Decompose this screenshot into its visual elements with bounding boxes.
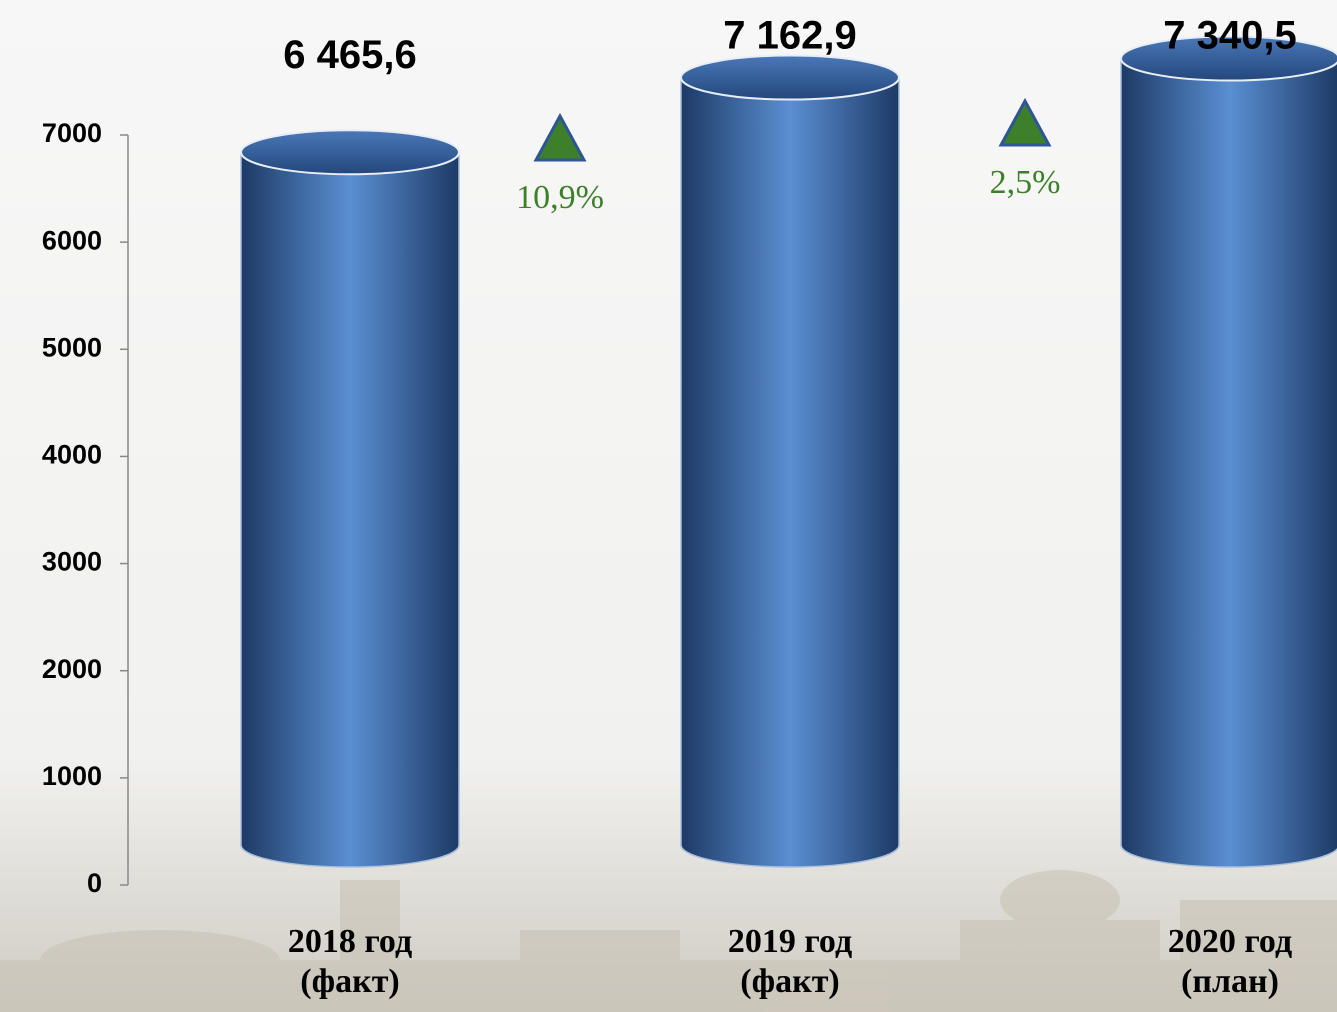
annotation: 10,9% bbox=[516, 179, 604, 216]
bar-top bbox=[240, 129, 460, 176]
y-tick-label: 0 bbox=[87, 868, 102, 898]
bar-top bbox=[680, 54, 900, 101]
annotation: 2,5% bbox=[990, 164, 1061, 201]
y-tick-label: 7000 bbox=[42, 118, 102, 148]
growth-triangle bbox=[998, 97, 1052, 147]
bar bbox=[1120, 57, 1337, 868]
y-tick-label: 2000 bbox=[42, 654, 102, 684]
x-tick-label: 2018 год (факт) bbox=[287, 923, 413, 1000]
value-label: 7 162,9 bbox=[723, 14, 856, 58]
value-label: 6 465,6 bbox=[283, 33, 416, 77]
value-label: 7 340,5 bbox=[1163, 14, 1296, 58]
y-tick-label: 5000 bbox=[42, 332, 102, 362]
y-tick-label: 1000 bbox=[42, 761, 102, 791]
y-tick-label: 4000 bbox=[42, 440, 102, 470]
bar bbox=[680, 76, 900, 868]
bar-top bbox=[1120, 35, 1337, 82]
town-silhouette bbox=[0, 870, 1337, 1012]
x-tick-label: 2019 год (факт) bbox=[727, 923, 853, 1000]
growth-triangle bbox=[533, 112, 587, 162]
y-tick-label: 6000 bbox=[42, 225, 102, 255]
y-tick-label: 3000 bbox=[42, 547, 102, 577]
x-tick-label: 2020 год (план) bbox=[1167, 923, 1293, 1000]
bar bbox=[240, 151, 460, 868]
